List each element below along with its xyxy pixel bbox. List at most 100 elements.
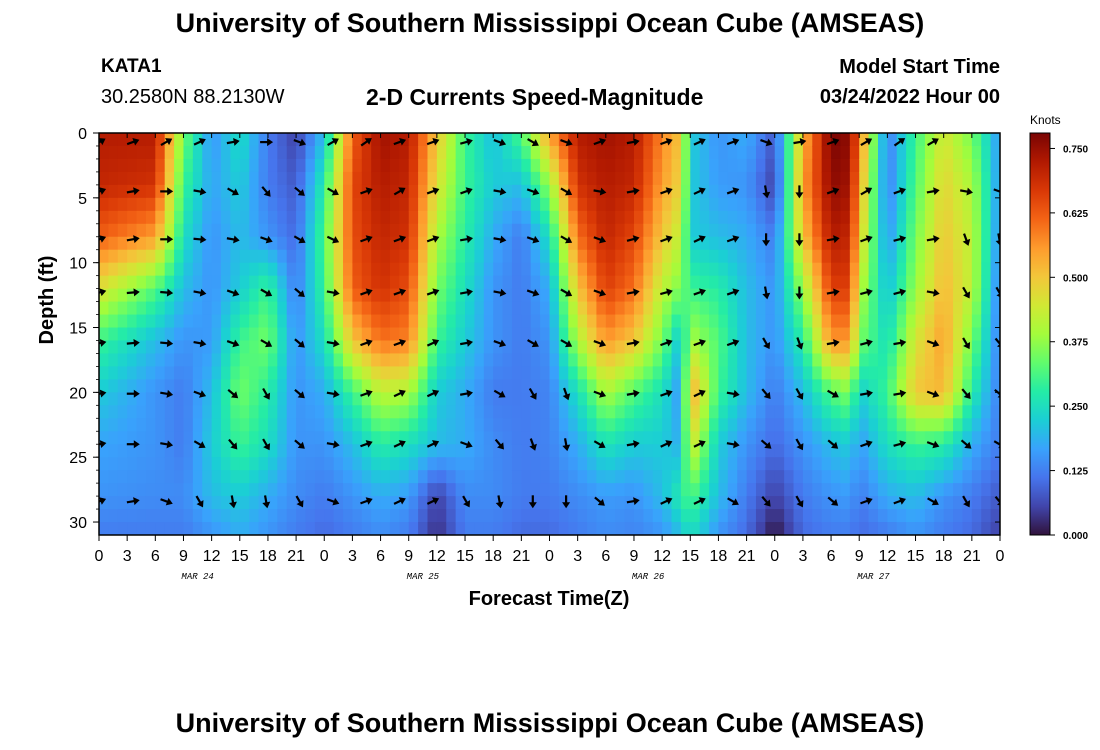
heatmap-cell xyxy=(765,327,776,342)
heatmap-cell xyxy=(465,275,476,290)
heatmap-cell xyxy=(596,249,607,264)
heatmap-cell xyxy=(587,418,598,432)
heatmap-cell xyxy=(305,249,316,264)
current-arrow xyxy=(460,137,473,146)
heatmap-cell xyxy=(821,275,832,290)
heatmap-cell xyxy=(868,262,879,277)
heatmap-cell xyxy=(455,340,466,355)
heatmap-cell xyxy=(211,353,222,368)
heatmap-cell xyxy=(389,184,400,199)
heatmap-cell xyxy=(239,210,250,225)
heatmap-cell xyxy=(408,301,419,316)
heatmap-cell xyxy=(277,158,288,173)
heatmap-cell xyxy=(436,158,447,173)
heatmap-cell xyxy=(324,133,335,147)
heatmap-cell xyxy=(990,405,1000,419)
heatmap-cell xyxy=(483,379,494,393)
heatmap-cell xyxy=(849,210,860,225)
heatmap-cell xyxy=(145,379,156,393)
heatmap-cell xyxy=(615,301,626,316)
heatmap-cell xyxy=(324,236,335,251)
heatmap-cell xyxy=(408,327,419,342)
heatmap-cell xyxy=(709,444,720,458)
heatmap-cell xyxy=(399,522,410,535)
heatmap-cell xyxy=(812,133,823,147)
heatmap-cell xyxy=(249,301,260,316)
heatmap-cell xyxy=(896,158,907,173)
heatmap-cell xyxy=(877,236,888,251)
heatmap-cell xyxy=(605,366,616,380)
heatmap-cell xyxy=(596,444,607,458)
heatmap-cell xyxy=(155,288,166,303)
heatmap-cell xyxy=(709,483,720,497)
heatmap-cell xyxy=(793,262,804,277)
heatmap-cell xyxy=(521,340,532,355)
heatmap-cell xyxy=(755,353,766,368)
heatmap-cell xyxy=(211,236,222,251)
heatmap-cell xyxy=(352,197,363,212)
heatmap-cell xyxy=(399,314,410,329)
heatmap-cell xyxy=(981,223,992,238)
heatmap-cell xyxy=(530,314,541,329)
heatmap-cell xyxy=(230,210,241,225)
heatmap-cell xyxy=(145,509,156,523)
heatmap-cell xyxy=(821,145,832,160)
heatmap-cell xyxy=(840,223,851,238)
heatmap-cell xyxy=(587,353,598,368)
heatmap-cell xyxy=(784,340,795,355)
heatmap-cell xyxy=(896,171,907,186)
heatmap-cell xyxy=(211,275,222,290)
heatmap-cell xyxy=(605,340,616,355)
heatmap-cell xyxy=(483,223,494,238)
heatmap-cell xyxy=(802,275,813,290)
heatmap-cell xyxy=(343,133,354,147)
heatmap-cell xyxy=(202,184,213,199)
heatmap-cell xyxy=(483,522,494,535)
heatmap-cell xyxy=(784,249,795,264)
heatmap-cell xyxy=(418,236,429,251)
heatmap-cell xyxy=(924,249,935,264)
heatmap-cell xyxy=(755,145,766,160)
heatmap-cell xyxy=(633,327,644,342)
heatmap-cell xyxy=(324,457,335,471)
heatmap-cell xyxy=(493,340,504,355)
heatmap-cell xyxy=(521,522,532,535)
current-arrow xyxy=(726,187,740,195)
heatmap-cell xyxy=(502,392,513,406)
current-arrow xyxy=(626,440,640,448)
heatmap-cell xyxy=(145,314,156,329)
heatmap-cell xyxy=(474,353,485,368)
heatmap-cell xyxy=(361,210,372,225)
heatmap-cell xyxy=(371,444,382,458)
heatmap-cell xyxy=(474,366,485,380)
heatmap-cell xyxy=(981,379,992,393)
heatmap-cell xyxy=(343,340,354,355)
heatmap-cell xyxy=(727,145,738,160)
heatmap-cell xyxy=(183,392,194,406)
heatmap-cell xyxy=(436,522,447,535)
heatmap-cell xyxy=(446,223,457,238)
heatmap-cell xyxy=(934,431,945,445)
heatmap-cell xyxy=(108,444,119,458)
current-arrow xyxy=(660,137,673,146)
heatmap-cell xyxy=(502,457,513,471)
heatmap-cell xyxy=(267,496,278,510)
heatmap-cell xyxy=(859,457,870,471)
heatmap-cell xyxy=(314,145,325,160)
current-arrow xyxy=(294,287,305,297)
heatmap-cell xyxy=(361,522,372,535)
heatmap-cell xyxy=(221,340,231,355)
heatmap-cell xyxy=(953,223,964,238)
heatmap-cell xyxy=(418,405,429,419)
heatmap-cell xyxy=(352,444,363,458)
heatmap-cell xyxy=(568,483,579,497)
heatmap-cell xyxy=(624,197,635,212)
heatmap-cell xyxy=(164,522,175,535)
heatmap-cell xyxy=(906,509,917,523)
heatmap-cell xyxy=(587,262,598,277)
heatmap-cell xyxy=(155,145,166,160)
heatmap-cell xyxy=(765,483,776,497)
heatmap-cell xyxy=(971,496,982,510)
heatmap-cell xyxy=(493,197,504,212)
heatmap-cell xyxy=(990,133,1000,147)
